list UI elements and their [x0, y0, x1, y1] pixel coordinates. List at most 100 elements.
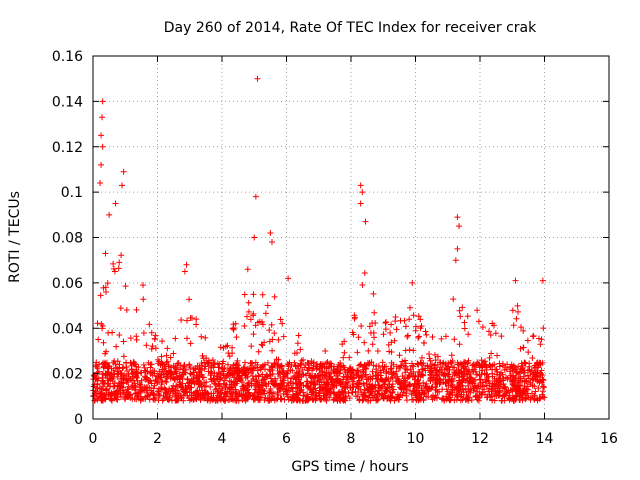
data-point-marker	[108, 396, 115, 403]
data-point-marker	[147, 364, 154, 371]
data-point-marker	[417, 396, 424, 403]
data-point-marker	[266, 366, 273, 373]
data-point-marker	[337, 370, 344, 377]
data-point-marker	[227, 393, 234, 400]
data-point-marker	[530, 332, 537, 339]
y-tick-label: 0.16	[52, 49, 83, 65]
data-point-marker	[100, 284, 107, 291]
data-point-marker	[474, 307, 481, 314]
data-point-marker	[350, 381, 357, 388]
data-point-marker	[337, 360, 344, 367]
data-point-marker	[198, 333, 205, 340]
data-point-marker	[277, 316, 284, 323]
data-point-marker	[510, 394, 517, 401]
data-point-marker	[477, 383, 484, 390]
data-point-marker	[211, 370, 218, 377]
data-point-marker	[537, 378, 544, 385]
data-point-marker	[361, 339, 368, 346]
data-point-marker	[525, 349, 532, 356]
data-point-marker	[535, 335, 542, 342]
data-point-marker	[515, 363, 522, 370]
data-point-marker	[353, 393, 360, 400]
data-point-marker	[356, 362, 363, 369]
data-point-marker	[248, 378, 255, 385]
data-point-marker	[427, 364, 434, 371]
data-point-marker	[500, 392, 507, 399]
data-point-marker	[209, 357, 216, 364]
data-point-marker	[233, 380, 240, 387]
x-tick-label: 16	[600, 431, 618, 447]
axes	[92, 55, 610, 420]
data-point-marker	[305, 396, 312, 403]
data-point-marker	[91, 397, 98, 404]
data-point-marker	[377, 367, 384, 374]
data-point-marker	[227, 389, 234, 396]
data-point-marker	[115, 379, 122, 386]
data-point-marker	[278, 382, 285, 389]
data-point-marker	[489, 320, 496, 327]
data-point-marker	[232, 388, 239, 395]
data-point-marker	[294, 384, 301, 391]
data-point-marker	[438, 335, 445, 342]
data-point-marker	[502, 364, 509, 371]
data-point-marker	[456, 223, 463, 230]
data-point-marker	[399, 392, 406, 399]
data-point-marker	[486, 328, 493, 335]
data-point-marker	[244, 266, 251, 273]
data-point-marker	[268, 321, 275, 328]
data-point-marker	[173, 390, 180, 397]
data-point-marker	[277, 374, 284, 381]
data-point-marker	[296, 389, 303, 396]
data-point-marker	[361, 386, 368, 393]
data-point-marker	[341, 385, 348, 392]
data-point-marker	[170, 350, 177, 357]
data-point-marker	[366, 323, 373, 330]
data-point-marker	[410, 363, 417, 370]
data-point-marker	[340, 396, 347, 403]
data-point-marker	[236, 391, 243, 398]
data-point-marker	[366, 383, 373, 390]
data-point-marker	[472, 376, 479, 383]
data-point-marker	[195, 390, 202, 397]
data-point-marker	[473, 371, 480, 378]
data-point-marker	[140, 361, 147, 368]
data-point-marker	[512, 366, 519, 373]
data-point-marker	[111, 268, 118, 275]
data-point-marker	[383, 388, 390, 395]
data-point-marker	[112, 200, 119, 207]
data-point-marker	[315, 373, 322, 380]
x-tick-label: 6	[282, 431, 291, 447]
data-point-marker	[145, 392, 152, 399]
data-point-marker	[123, 360, 130, 367]
data-point-marker	[96, 361, 103, 368]
data-point-marker	[442, 333, 449, 340]
data-point-marker	[109, 329, 116, 336]
data-point-marker	[351, 315, 358, 322]
data-point-marker	[393, 395, 400, 402]
data-point-marker	[369, 320, 376, 327]
data-point-marker	[345, 390, 352, 397]
data-point-marker	[449, 384, 456, 391]
data-point-marker	[396, 352, 403, 359]
data-point-marker	[321, 392, 328, 399]
data-point-marker	[413, 385, 420, 392]
data-point-marker	[488, 350, 495, 357]
data-point-marker	[486, 354, 493, 361]
data-point-marker	[498, 397, 505, 404]
data-point-marker	[440, 371, 447, 378]
data-point-marker	[241, 372, 248, 379]
data-point-marker	[256, 395, 263, 402]
data-point-marker	[94, 396, 101, 403]
data-point-marker	[246, 365, 253, 372]
data-point-marker	[465, 331, 472, 338]
data-point-marker	[454, 245, 461, 252]
data-point-marker	[412, 372, 419, 379]
data-point-marker	[434, 353, 441, 360]
data-point-marker	[301, 364, 308, 371]
data-point-marker	[96, 385, 103, 392]
data-point-marker	[123, 393, 130, 400]
data-point-marker	[243, 387, 250, 394]
data-point-marker	[323, 397, 330, 404]
data-point-marker	[148, 369, 155, 376]
data-point-marker	[430, 392, 437, 399]
